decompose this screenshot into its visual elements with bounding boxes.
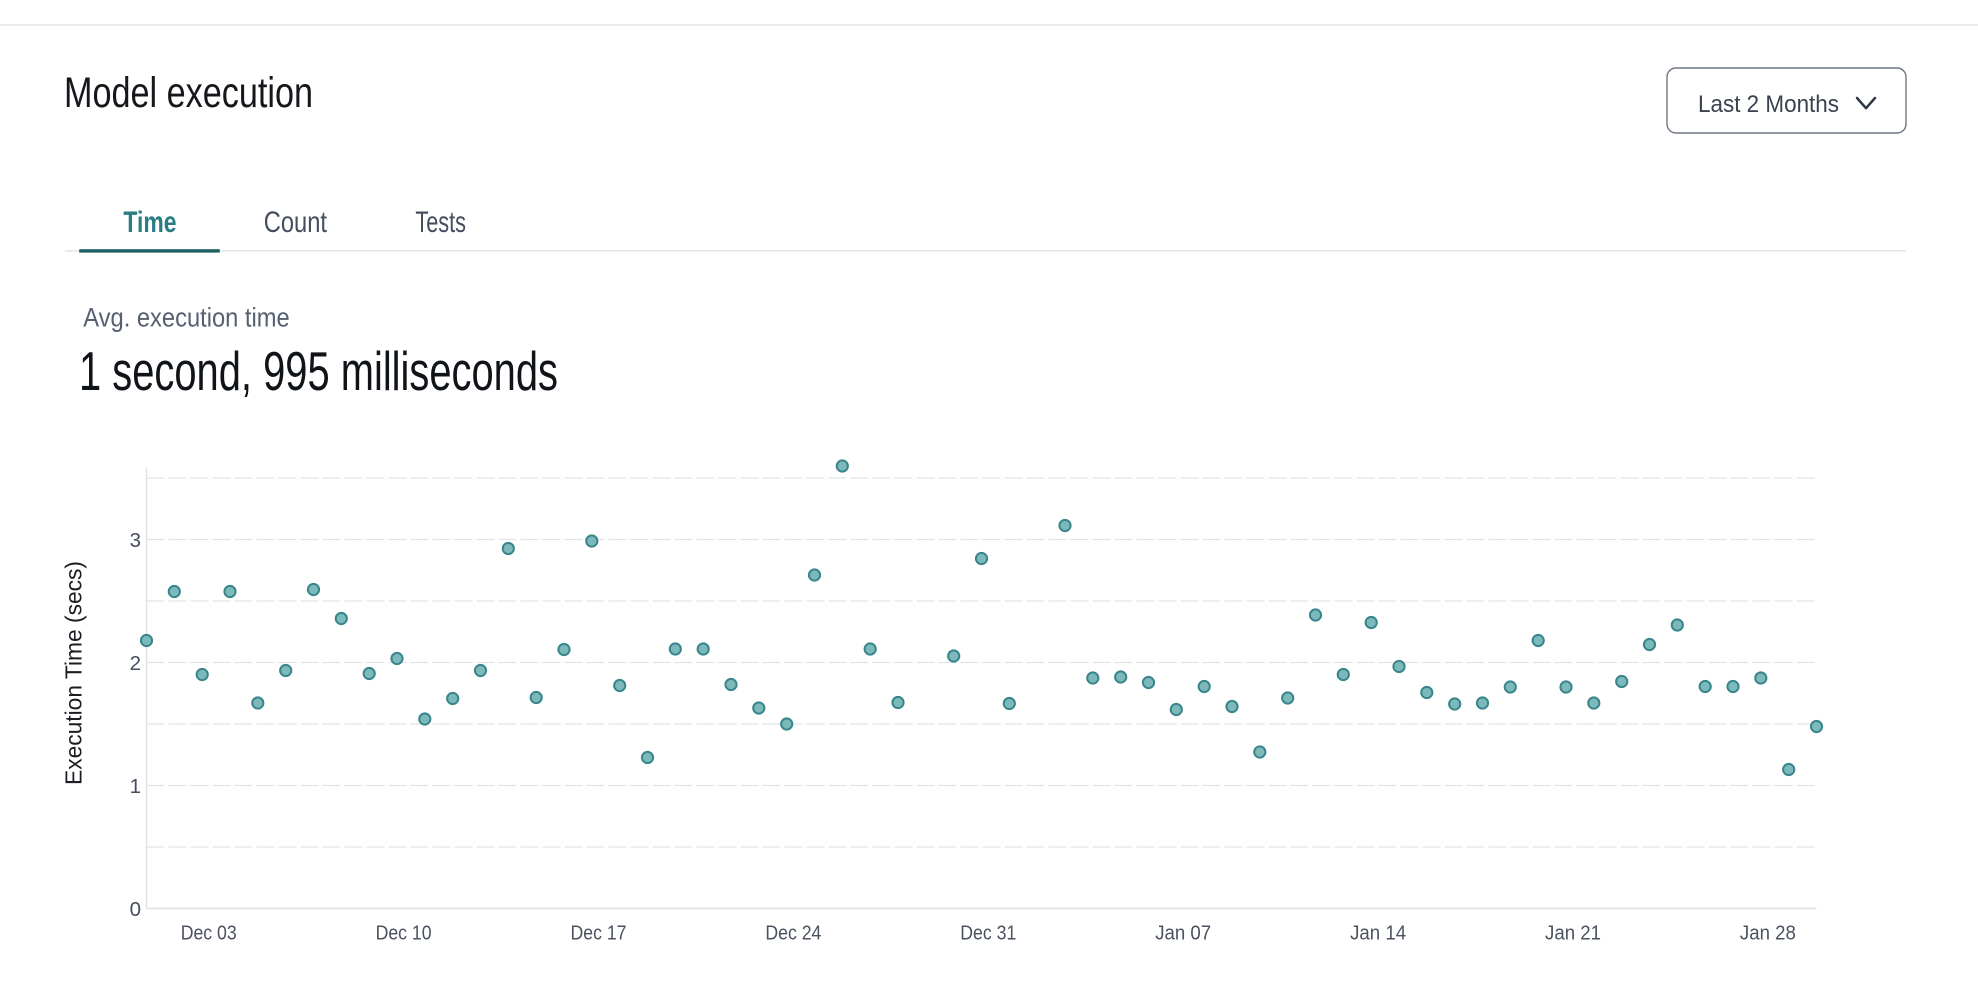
svg-text:0: 0 [130, 898, 141, 921]
svg-text:Execution Time (secs): Execution Time (secs) [61, 561, 87, 785]
svg-text:Jan 14: Jan 14 [1350, 922, 1406, 945]
svg-text:Tests: Tests [415, 206, 466, 239]
svg-text:Avg. execution time: Avg. execution time [83, 303, 289, 333]
svg-text:Dec 10: Dec 10 [376, 922, 432, 945]
svg-text:1: 1 [130, 775, 141, 798]
svg-text:Dec 24: Dec 24 [765, 922, 821, 945]
svg-text:Time: Time [123, 206, 176, 239]
svg-text:3: 3 [130, 529, 141, 552]
svg-text:2: 2 [130, 652, 141, 675]
svg-text:Last 2 Months: Last 2 Months [1698, 91, 1839, 118]
svg-text:Model execution: Model execution [64, 70, 313, 117]
svg-text:Dec 17: Dec 17 [571, 922, 627, 945]
svg-text:Jan 07: Jan 07 [1155, 922, 1211, 945]
svg-text:Jan 28: Jan 28 [1740, 922, 1796, 945]
svg-text:Dec 03: Dec 03 [181, 922, 237, 945]
svg-text:Dec 31: Dec 31 [960, 922, 1016, 945]
svg-text:1 second, 995 milliseconds: 1 second, 995 milliseconds [79, 340, 558, 402]
svg-text:Jan 21: Jan 21 [1545, 922, 1601, 945]
svg-text:Count: Count [264, 206, 328, 239]
